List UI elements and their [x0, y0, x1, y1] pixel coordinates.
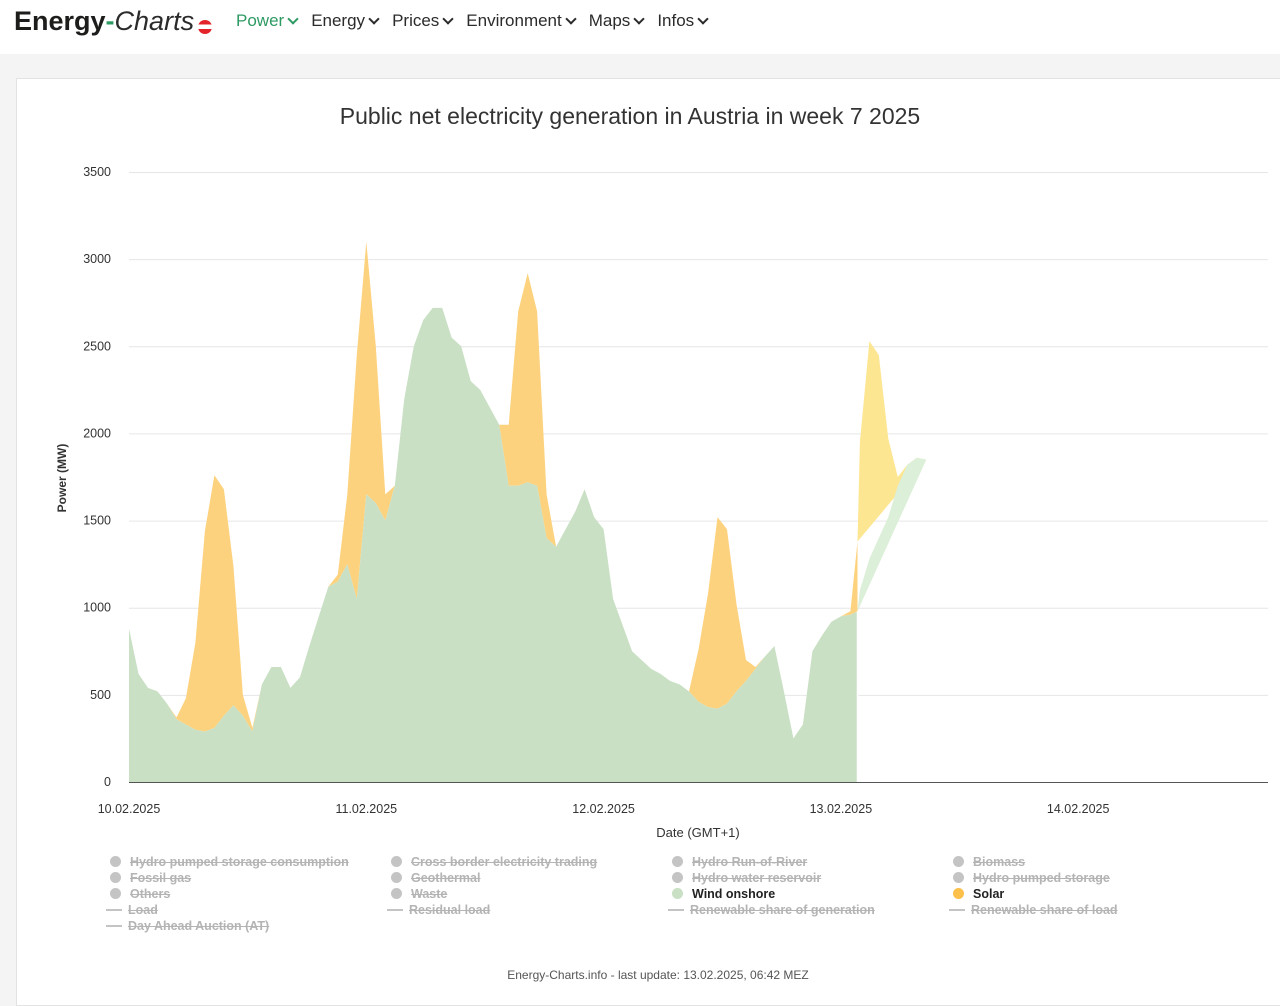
legend-cross-border-trading[interactable]: Cross border electricity trading — [391, 855, 597, 869]
legend-day-ahead-auction[interactable]: Day Ahead Auction (AT) — [106, 919, 269, 933]
y-tick-label: 0 — [104, 775, 111, 789]
legend-renewable-share-generation[interactable]: Renewable share of generation — [668, 903, 875, 917]
legend-label: Hydro pumped storage — [973, 871, 1110, 885]
nav-power-label: Power — [236, 11, 285, 30]
y-tick-label: 500 — [90, 688, 111, 702]
legend-line-icon — [106, 909, 122, 911]
y-tick-label: 2000 — [83, 426, 111, 440]
legend-line-icon — [387, 909, 403, 911]
legend-hydro-pumped-storage[interactable]: Hydro pumped storage — [953, 871, 1110, 885]
y-tick-label: 2500 — [83, 339, 111, 353]
legend-hydro-run-of-river[interactable]: Hydro Run-of-River — [672, 855, 807, 869]
austria-flag-icon — [198, 20, 213, 34]
plot-areas[interactable] — [129, 241, 927, 782]
legend-label: Waste — [411, 887, 448, 901]
x-axis-label: Date (GMT+1) — [656, 825, 739, 840]
legend-label: Solar — [973, 887, 1005, 901]
nav-environment[interactable]: Environment — [466, 11, 577, 31]
legend-label: Wind onshore — [692, 887, 776, 901]
legend-solar[interactable]: Solar — [953, 887, 1004, 901]
legend-dot-icon — [391, 856, 402, 867]
legend-dot-icon — [672, 856, 683, 867]
legend-others[interactable]: Others — [110, 887, 170, 901]
solar-area-forecast[interactable] — [857, 341, 927, 542]
nav-prices-label: Prices — [392, 11, 440, 30]
y-tick-label: 1000 — [83, 601, 111, 615]
legend-label: Hydro water reservoir — [692, 871, 822, 885]
legend-dot-icon — [953, 856, 964, 867]
legend-label: Fossil gas — [130, 871, 192, 885]
nav-infos[interactable]: Infos — [657, 11, 709, 31]
legend-label: Renewable share of generation — [690, 903, 875, 917]
legend-line-icon — [106, 925, 122, 927]
x-tick-label: 14.02.2025 — [1047, 802, 1110, 816]
legend-dot-icon — [672, 888, 683, 899]
legend-dot-icon — [391, 888, 402, 899]
y-grid — [129, 172, 1268, 696]
legend-fossil-gas[interactable]: Fossil gas — [110, 871, 191, 885]
legend-line-icon — [949, 909, 965, 911]
legend-geothermal[interactable]: Geothermal — [391, 871, 480, 885]
legend-dot-icon — [110, 872, 121, 883]
x-tick-label: 10.02.2025 — [98, 802, 161, 816]
nav-prices[interactable]: Prices — [392, 11, 454, 31]
chart-legend: Hydro pumped storage consumption Cross b… — [106, 855, 1270, 945]
legend-dot-icon — [953, 872, 964, 883]
legend-label: Residual load — [409, 903, 491, 917]
legend-renewable-share-load[interactable]: Renewable share of load — [949, 903, 1118, 917]
legend-load[interactable]: Load — [106, 903, 158, 917]
nav-infos-label: Infos — [657, 11, 695, 30]
x-tick-label: 12.02.2025 — [572, 802, 635, 816]
y-tick-label: 3500 — [83, 165, 111, 179]
legend-label: Hydro pumped storage consumption — [130, 855, 349, 869]
x-tick-label: 11.02.2025 — [335, 802, 397, 816]
top-navbar: Energy-Charts Power Energy Prices Enviro… — [0, 0, 1280, 54]
legend-label: Load — [128, 903, 158, 917]
y-tick-label: 1500 — [83, 514, 111, 528]
legend-label: Day Ahead Auction (AT) — [128, 919, 270, 933]
legend-wind-onshore[interactable]: Wind onshore — [672, 887, 775, 901]
legend-label: Renewable share of load — [971, 903, 1118, 917]
wind-onshore-area-forecast[interactable] — [857, 457, 927, 612]
brand-logo[interactable]: Energy-Charts — [14, 6, 213, 37]
legend-dot-icon — [672, 872, 683, 883]
x-tick-label: 13.02.2025 — [810, 802, 873, 816]
legend-label: Hydro Run-of-River — [692, 855, 808, 869]
legend-label: Cross border electricity trading — [411, 855, 598, 869]
brand-dash: - — [105, 6, 115, 36]
nav-power[interactable]: Power — [236, 11, 299, 31]
main-nav: Power Energy Prices Environment Maps Inf… — [236, 11, 709, 31]
y-tick-labels: 0 500 1000 1500 2000 2500 3000 3500 — [83, 165, 111, 789]
legend-biomass[interactable]: Biomass — [953, 855, 1025, 869]
legend-waste[interactable]: Waste — [391, 887, 447, 901]
nav-maps[interactable]: Maps — [588, 11, 645, 31]
legend-label: Biomass — [973, 855, 1026, 869]
brand-part1: Energy — [14, 6, 106, 36]
nav-energy-label: Energy — [311, 11, 366, 30]
nav-energy[interactable]: Energy — [311, 11, 380, 31]
y-tick-label: 3000 — [83, 252, 111, 266]
legend-label: Geothermal — [411, 871, 481, 885]
solar-area[interactable] — [129, 241, 858, 739]
legend-hydro-pumped-storage-consumption[interactable]: Hydro pumped storage consumption — [110, 855, 349, 869]
chart-title: Public net electricity generation in Aus… — [340, 103, 920, 129]
legend-line-icon — [668, 909, 684, 911]
x-tick-labels: 10.02.2025 11.02.2025 12.02.2025 13.02.2025… — [98, 802, 1110, 816]
legend-dot-icon — [110, 856, 121, 867]
nav-environment-label: Environment — [466, 11, 562, 30]
wind-onshore-area[interactable] — [129, 307, 858, 782]
last-update-footer: Energy-Charts.info - last update: 13.02.… — [507, 968, 809, 982]
legend-dot-icon — [110, 888, 121, 899]
legend-dot-icon — [953, 888, 964, 899]
brand-part2: Charts — [114, 6, 195, 36]
legend-dot-icon — [391, 872, 402, 883]
legend-label: Others — [130, 887, 171, 901]
y-axis-label: Power (MW) — [55, 444, 69, 513]
legend-residual-load[interactable]: Residual load — [387, 903, 490, 917]
legend-hydro-water-reservoir[interactable]: Hydro water reservoir — [672, 871, 821, 885]
nav-maps-label: Maps — [588, 11, 631, 30]
